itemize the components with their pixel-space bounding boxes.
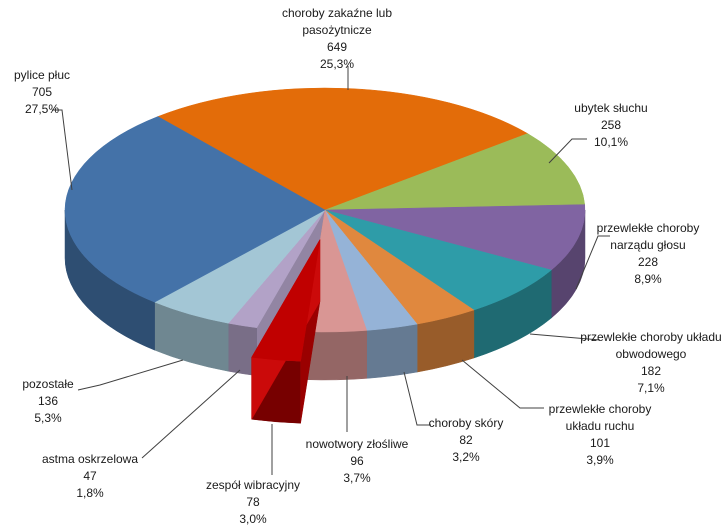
pie-label-percent: 3,9% — [586, 453, 614, 467]
pie-label-percent: 27,5% — [24, 102, 60, 116]
pie-slice-ukladu-obwodowego[interactable] — [324, 209, 552, 311]
pie-label-name: choroby skóry — [428, 416, 504, 430]
pie-label-name: ubytek słuchu — [574, 101, 648, 115]
pie-label-choroby-zakazne: choroby zakaźne lub pasożytnicze 649 25,3% — [262, 5, 412, 73]
leader-line-ubytek-sluchu — [548, 138, 587, 164]
pie-label-percent: 3,0% — [239, 512, 267, 526]
pie-label-ukladu-ruchu: przewlekłe choroby układu ruchu 101 3,9% — [530, 401, 670, 469]
pie-label-value: 82 — [459, 433, 473, 447]
pie-label-pozostale: pozostałe 136 5,3% — [0, 376, 96, 427]
pie-label-percent: 10,1% — [593, 135, 629, 149]
pie-label-name: przewlekłe choroby układu ruchu — [548, 402, 652, 433]
pie-label-name: pylice płuc — [13, 68, 71, 82]
pie-label-percent: 1,8% — [76, 486, 104, 500]
pie-side-nowotwory-zlosliwe — [305, 330, 367, 381]
pie-label-ukladu-obwodowego: przewlekłe choroby układu obwodowego 182 7… — [574, 329, 727, 397]
pie-slice-pylice-pluc[interactable] — [64, 116, 326, 303]
pie-label-name: pozostałe — [22, 377, 74, 391]
pie-label-name: zespół wibracyjny — [205, 478, 301, 492]
pie-label-nowotwory-zlosliwe: nowotwory złośliwe 96 3,7% — [287, 436, 427, 487]
pie-slice-narzadu-glosu[interactable] — [324, 204, 586, 271]
pie-label-name: nowotwory złośliwe — [305, 437, 409, 451]
pie-label-value: 228 — [637, 255, 659, 269]
leader-line-astma-oskrzelowa — [141, 369, 241, 459]
pie-label-value: 47 — [83, 469, 97, 483]
pie-label-value: 136 — [37, 394, 59, 408]
pie-label-value: 96 — [350, 454, 364, 468]
pie-label-name: przewlekłe choroby układu obwodowego — [580, 330, 722, 361]
leader-line-choroby-skory — [403, 371, 431, 426]
pie-slice-choroby-zakazne[interactable] — [157, 87, 529, 211]
pie-label-value: 705 — [31, 85, 53, 99]
pie-label-name: choroby zakaźne lub pasożytnicze — [281, 6, 393, 37]
pie-label-ubytek-sluchu: ubytek słuchu 258 10,1% — [546, 100, 676, 151]
leader-line-ukladu-obwodowego — [529, 333, 601, 341]
pie-label-pylice-pluc: pylice płuc 705 27,5% — [0, 67, 90, 118]
pie-label-zespol-wibracyjny: zespół wibracyjny 78 3,0% — [183, 477, 323, 528]
pie-label-choroby-skory: choroby skóry 82 3,2% — [406, 415, 526, 466]
leader-line-narzadu-glosu — [575, 235, 610, 290]
pie-side-choroby-skory — [366, 323, 418, 379]
pie-label-name: przewlekłe choroby narządu głosu — [596, 221, 700, 252]
pie-label-value: 101 — [589, 436, 611, 450]
pie-label-name: astma oskrzelowa — [41, 452, 139, 466]
leader-line-pozostale — [77, 359, 184, 391]
pie-label-value: 78 — [246, 495, 260, 509]
leader-line-ukladu-ruchu — [461, 359, 544, 409]
pie-label-narzadu-glosu: przewlekłe choroby narządu głosu 228 8,9% — [578, 220, 718, 288]
pie-label-astma-oskrzelowa: astma oskrzelowa 47 1,8% — [15, 451, 165, 502]
leader-line-pylice-pluc — [52, 109, 73, 191]
pie-label-percent: 5,3% — [34, 411, 62, 425]
pie-label-percent: 25,3% — [319, 57, 355, 71]
pie-slice-ubytek-sluchu[interactable] — [324, 133, 586, 211]
pie-label-value: 182 — [640, 364, 662, 378]
pie-label-percent: 7,1% — [637, 381, 665, 395]
pie-label-value: 649 — [326, 40, 348, 54]
pie-slice-zespol-wibracyjny[interactable] — [251, 239, 321, 362]
pie-label-value: 258 — [600, 118, 622, 132]
pie-label-percent: 3,7% — [343, 471, 371, 485]
pie-label-percent: 3,2% — [452, 450, 480, 464]
pie-label-percent: 8,9% — [634, 272, 662, 286]
